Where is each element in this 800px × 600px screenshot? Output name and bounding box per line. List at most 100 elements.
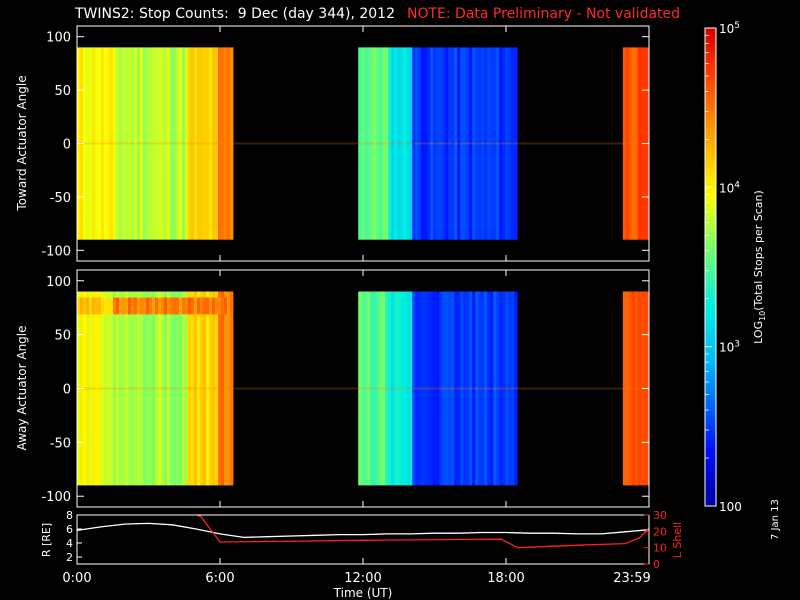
heatmap-hot-band	[98, 297, 102, 315]
heatmap-column	[373, 47, 377, 240]
heatmap-column	[194, 47, 198, 240]
heatmap-column	[215, 291, 219, 486]
heatmap-column	[98, 291, 102, 486]
heatmap-column	[221, 47, 225, 240]
heatmap-column	[418, 291, 422, 486]
heatmap-column	[430, 47, 434, 240]
heatmap-column	[460, 47, 464, 240]
colorbar-ticks: 100 103 104 105	[705, 21, 742, 514]
heatmap-column	[164, 291, 168, 486]
time-tick-label: 0:00	[62, 571, 91, 586]
away-heatmap	[77, 291, 649, 486]
heatmap-column	[200, 47, 204, 240]
heatmap-column	[406, 291, 410, 486]
heatmap-column	[628, 47, 633, 240]
heatmap-column	[433, 291, 437, 486]
heatmap-column	[155, 47, 159, 240]
heatmap-column	[376, 291, 380, 486]
heatmap-column	[143, 291, 147, 486]
heatmap-column	[101, 291, 105, 486]
time-tick-label: 12:00	[344, 571, 381, 586]
y-tick-label: 50	[54, 84, 71, 99]
heatmap-column	[146, 47, 150, 240]
heatmap-column	[209, 291, 213, 486]
heatmap-column	[493, 47, 497, 240]
heatmap-hot-band	[203, 297, 207, 315]
heatmap-column	[128, 291, 132, 486]
heatmap-column	[143, 47, 147, 240]
heatmap-column	[191, 291, 195, 486]
heatmap-column	[227, 47, 231, 240]
colorbar-tick-label: 104	[719, 180, 740, 195]
heatmap-hot-band	[104, 297, 108, 315]
heatmap-column	[224, 291, 228, 486]
heatmap-column	[170, 291, 174, 486]
heatmap-hot-band	[101, 297, 105, 315]
heatmap-column	[442, 47, 446, 240]
heatmap-hot-band	[221, 297, 225, 315]
heatmap-hot-band	[161, 297, 165, 315]
heatmap-column	[460, 291, 464, 486]
heatmap-column	[110, 291, 114, 486]
bottom-panel-frame	[76, 514, 650, 565]
heatmap-column	[496, 47, 500, 240]
heatmap-hot-band	[80, 297, 84, 315]
heatmap-column	[496, 291, 500, 486]
heatmap-hot-band	[146, 297, 150, 315]
y-tick-label: 100	[46, 275, 71, 290]
heatmap-column	[634, 291, 639, 486]
heatmap-column	[382, 291, 386, 486]
colorbar-label-rest: (Total Stops per Scan)	[752, 190, 765, 311]
heatmap-column	[152, 47, 156, 240]
away-y-ticks: 100 50 0 -50 -100	[41, 270, 650, 507]
heatmap-column	[505, 47, 509, 240]
heatmap-column	[634, 47, 639, 240]
heatmap-column	[173, 47, 177, 240]
heatmap-column	[188, 291, 192, 486]
heatmap-column	[83, 291, 87, 486]
heatmap-column	[487, 47, 491, 240]
heatmap-column	[185, 291, 189, 486]
heatmap-column	[502, 291, 506, 486]
lshell-tick-label: 30	[653, 509, 667, 522]
heatmap-column	[128, 47, 132, 240]
heatmap-hot-band	[185, 297, 189, 315]
heatmap-column	[625, 47, 630, 240]
heatmap-column	[134, 291, 138, 486]
time-axis-label: Time (UT)	[333, 586, 393, 600]
heatmap-column	[379, 291, 383, 486]
heatmap-hot-band	[179, 297, 183, 315]
heatmap-hot-band	[206, 297, 210, 315]
heatmap-column	[499, 291, 503, 486]
heatmap-column	[212, 291, 216, 486]
title-note: NOTE: Data Preliminary - Not validated	[407, 6, 681, 22]
heatmap-hot-band	[173, 297, 177, 315]
lshell-axis-label: L Shell	[671, 522, 684, 558]
heatmap-column	[364, 47, 368, 240]
heatmap-hot-band	[110, 297, 114, 315]
heatmap-column	[436, 47, 440, 240]
heatmap-column	[379, 47, 383, 240]
heatmap-column	[107, 291, 111, 486]
heatmap-column	[487, 291, 491, 486]
heatmap-column	[122, 291, 126, 486]
time-tick-label: 18:00	[487, 571, 524, 586]
r-tick-label: 6	[66, 523, 73, 536]
l-shell-line	[77, 515, 649, 549]
heatmap-hot-band	[155, 297, 159, 315]
heatmap-hot-band	[140, 297, 144, 315]
time-axis-ticks: 0:00 6:00 12:00 18:00 23:59	[62, 558, 651, 586]
heatmap-column	[457, 291, 461, 486]
heatmap-column	[140, 47, 144, 240]
heatmap-column	[622, 47, 627, 240]
heatmap-column	[421, 47, 425, 240]
heatmap-column	[155, 291, 159, 486]
chart-title: TWINS2: Stop Counts: 9 Dec (day 344), 20…	[75, 6, 680, 22]
colorbar-label-sub: 10	[758, 311, 767, 321]
heatmap-column	[505, 291, 509, 486]
heatmap-column	[86, 47, 90, 240]
heatmap-column	[463, 291, 467, 486]
heatmap-hot-band	[119, 297, 123, 315]
heatmap-column	[511, 47, 515, 240]
heatmap-column	[119, 291, 123, 486]
